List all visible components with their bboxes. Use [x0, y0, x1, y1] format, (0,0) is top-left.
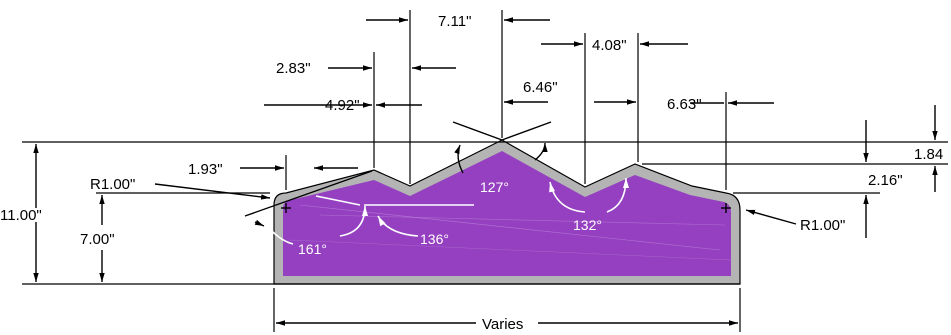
- dim-label-2-83: 2.83": [276, 60, 311, 77]
- dim-label-1-93: 1.93": [188, 161, 223, 178]
- dim-label-4-08: 4.08": [592, 37, 627, 54]
- angle-construction-line: [244, 170, 373, 217]
- angle-construction-line: [452, 121, 503, 141]
- angle-arc-161: [339, 205, 368, 237]
- shading-streak: [289, 239, 732, 261]
- dim-label-6-46: 6.46": [523, 79, 558, 96]
- angle-arc-136: [377, 215, 419, 237]
- angle-construction-line: [501, 121, 552, 141]
- dim-label-varies: Varies: [482, 316, 523, 333]
- radius-label-left: R1.00": [90, 176, 135, 193]
- angle-arc-132-right: [606, 177, 629, 213]
- angle-arc-top-left: [454, 144, 464, 174]
- dim-label-2-16: 2.16": [868, 172, 903, 189]
- dim-label-7-00: 7.00": [80, 231, 115, 248]
- angle-label-132: 132°: [573, 217, 602, 233]
- dim-label-1-84: 1.84: [914, 146, 943, 163]
- shading-streak: [299, 204, 721, 251]
- dim-label-6-63: 6.63": [667, 96, 702, 113]
- profile-shape: [273, 139, 741, 285]
- radius-right-leader: [745, 209, 797, 225]
- radius-left-leader: [154, 183, 271, 200]
- profile-fill: [283, 151, 731, 276]
- angle-label-127: 127°: [480, 179, 509, 195]
- shading-streak: [319, 214, 726, 226]
- center-mark-left: [281, 203, 291, 213]
- dim-label-7-11: 7.11": [438, 13, 471, 30]
- angle-label-136: 136°: [420, 231, 449, 247]
- center-mark-right: [721, 203, 731, 213]
- angle-arc-161-left: [265, 223, 294, 245]
- angle-161-arrow: [254, 219, 265, 227]
- dim-label-11-00: 11.00": [0, 207, 42, 224]
- angle-arc-132-left: [549, 181, 586, 213]
- radius-label-right: R1.00": [800, 217, 845, 234]
- angle-arc-top-right: [534, 142, 548, 161]
- dim-label-4-92: 4.92": [325, 97, 360, 114]
- angle-label-161: 161°: [298, 241, 327, 257]
- angle-ref-line: [315, 195, 361, 206]
